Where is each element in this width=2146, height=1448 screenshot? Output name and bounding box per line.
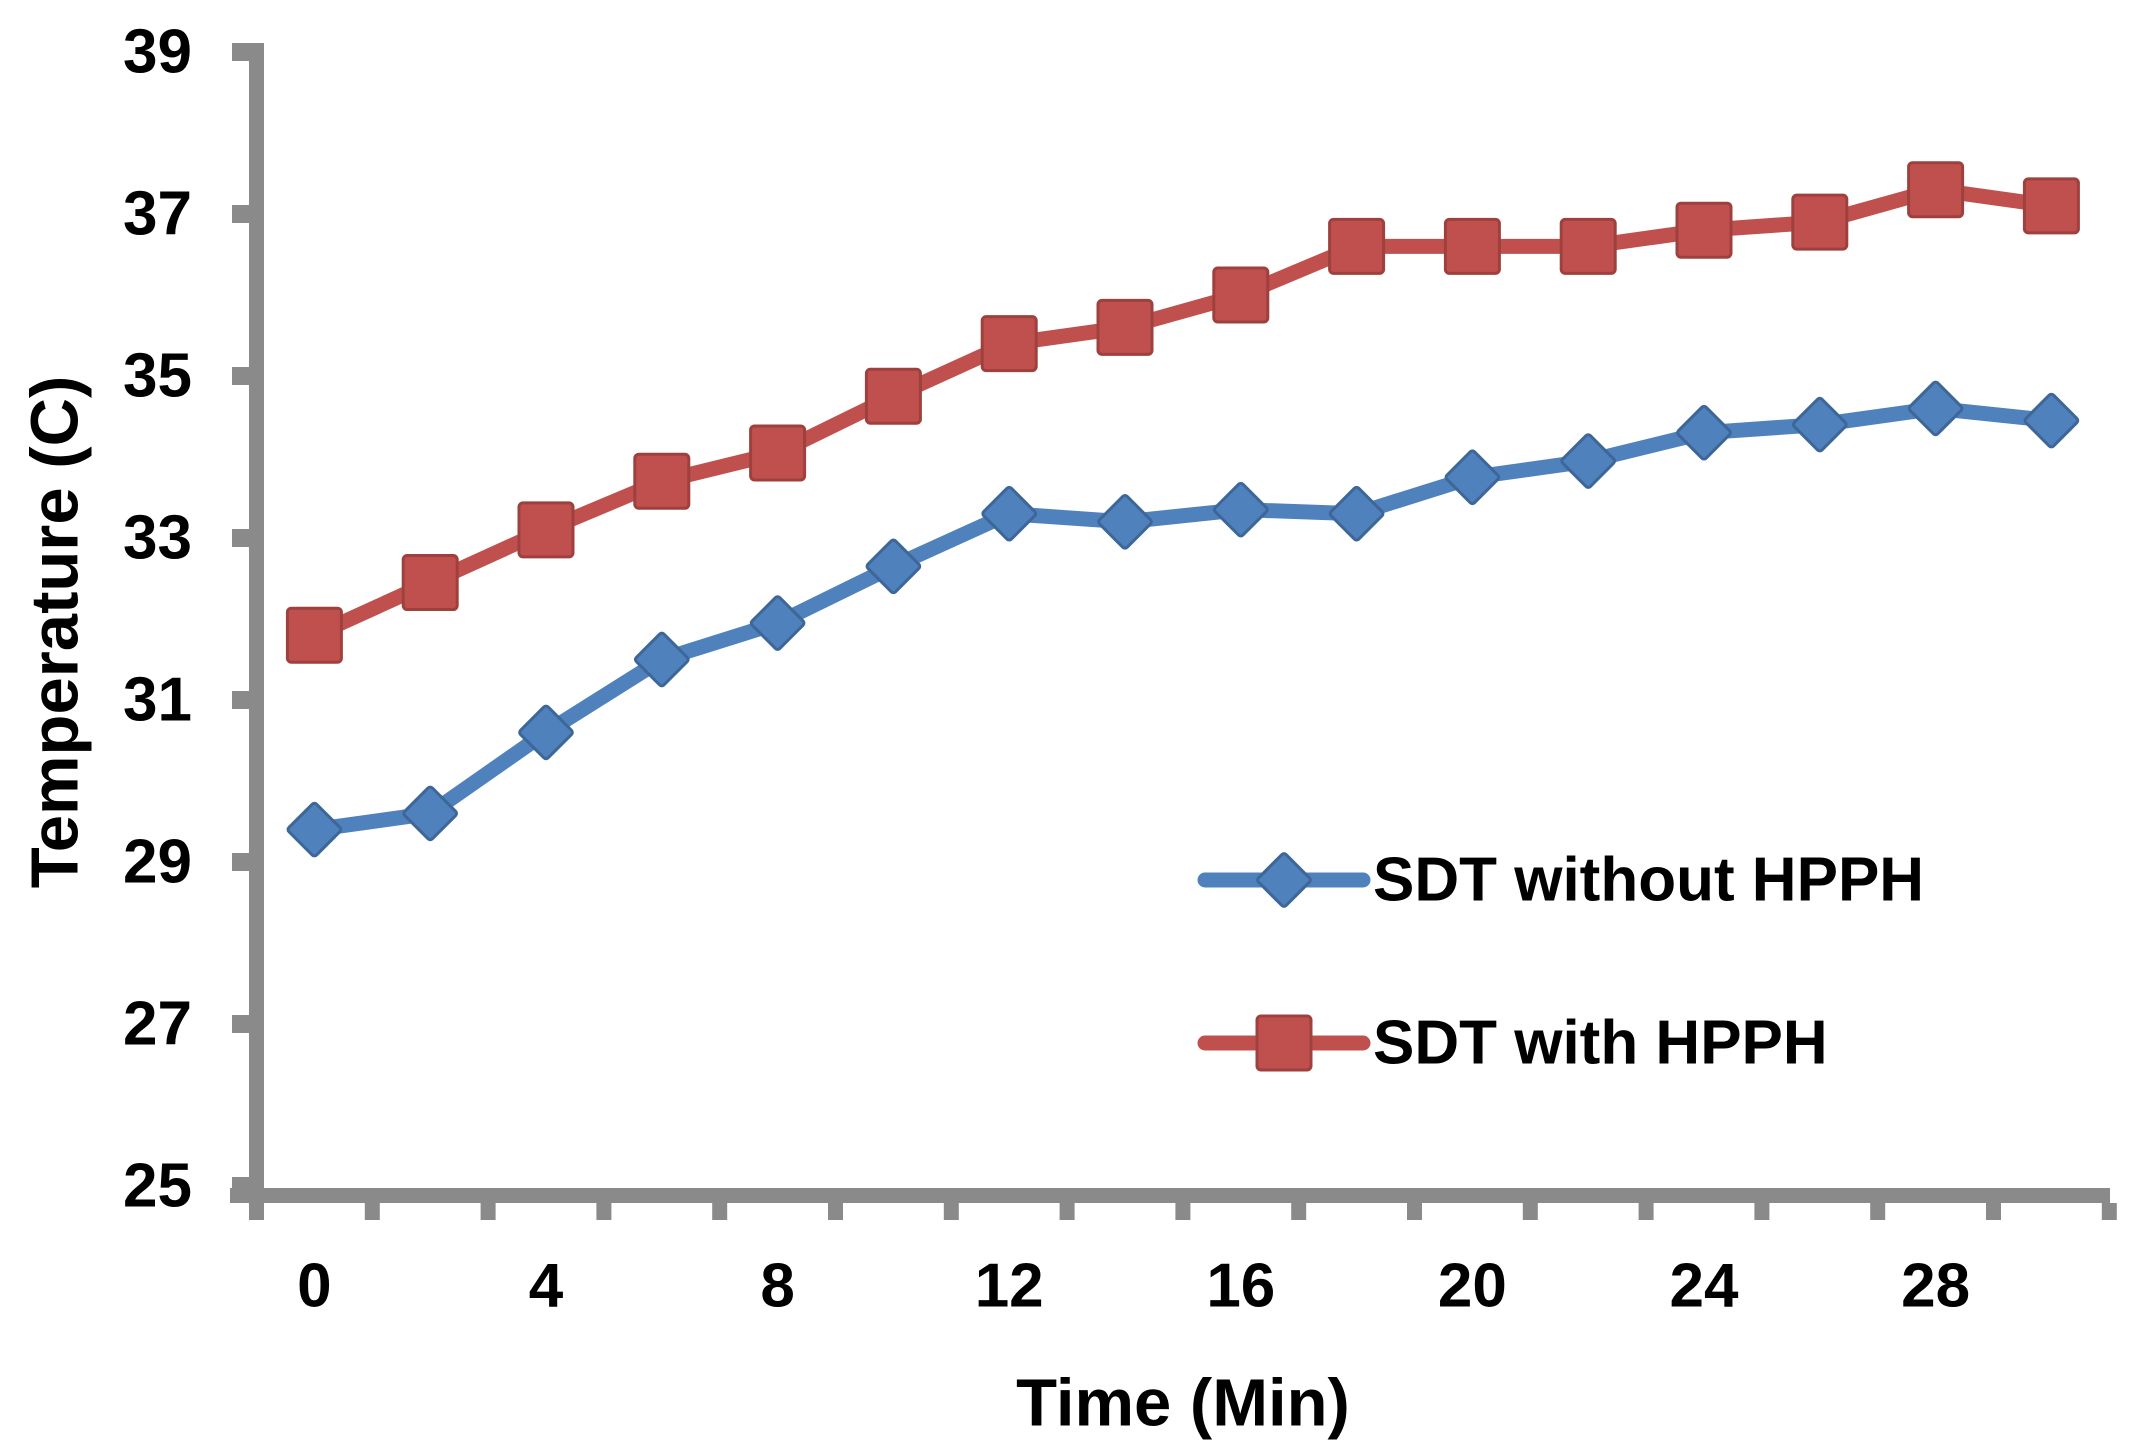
- y-tick-label-35: 35: [123, 342, 192, 411]
- series-sdt-with-hpph-marker: [1559, 217, 1617, 275]
- x-axis-tick: [1407, 1203, 1422, 1220]
- series-sdt-without-hpph-marker: [1676, 404, 1732, 461]
- axes-layer: [230, 43, 2117, 1220]
- legend-swatch-marker: [1256, 852, 1312, 908]
- x-axis-tick: [1291, 1203, 1307, 1220]
- series-sdt-without-hpph-marker: [1907, 380, 1964, 437]
- legend-swatch-marker: [1255, 1014, 1313, 1072]
- x-tick-label-8: 8: [760, 1252, 794, 1321]
- y-tick-label-31: 31: [123, 666, 192, 735]
- series-sdt-without-hpph-marker: [402, 785, 459, 842]
- series-sdt-without-hpph-marker: [1791, 396, 1848, 453]
- x-axis-tick: [249, 1203, 264, 1220]
- x-axis-tick: [2101, 1203, 2117, 1220]
- x-axis-tick: [712, 1203, 728, 1220]
- tick-labels-layer: 25 27 29 31 33 35 37 39 0 4 8 12 16 20 24 28: [123, 18, 1970, 1321]
- series-sdt-without-hpph-marker: [286, 801, 343, 858]
- series-sdt-with-hpph-marker: [1328, 217, 1386, 275]
- series-layer: [285, 161, 2080, 858]
- y-axis-tick: [232, 1015, 249, 1033]
- x-axis-tick: [1870, 1203, 1886, 1220]
- y-axis-tick: [232, 529, 249, 547]
- series-sdt-without-hpph-marker: [749, 595, 806, 651]
- series-sdt-with-hpph-marker: [864, 367, 922, 425]
- x-axis-tick: [828, 1203, 843, 1220]
- y-axis-tick: [232, 43, 249, 61]
- series-sdt-with-hpph-marker: [1675, 201, 1733, 259]
- y-axis-tick: [232, 853, 249, 871]
- series-sdt-with-hpph-marker: [633, 452, 691, 510]
- series-sdt-with-hpph-marker: [517, 501, 575, 559]
- x-tick-label-24: 24: [1670, 1252, 1739, 1321]
- series-sdt-with-hpph-marker: [1212, 266, 1270, 324]
- x-axis-tick: [364, 1203, 380, 1220]
- series-sdt-without-hpph-marker: [633, 631, 690, 688]
- series-sdt-with-hpph-marker: [401, 554, 459, 612]
- y-axis-tick: [232, 691, 249, 709]
- x-axis-tick: [1986, 1203, 2001, 1220]
- series-sdt-with-hpph-marker: [1907, 161, 1965, 219]
- series-sdt-without-hpph: [286, 380, 2080, 858]
- x-axis-tick: [1059, 1203, 1075, 1220]
- x-axis-tick: [1754, 1203, 1770, 1220]
- x-tick-label-20: 20: [1438, 1252, 1507, 1321]
- series-sdt-without-hpph-marker: [518, 704, 574, 761]
- y-tick-label-29: 29: [123, 828, 192, 897]
- series-sdt-without-hpph-marker: [2023, 392, 2080, 449]
- legend-label: SDT with HPPH: [1373, 1009, 1828, 1078]
- series-sdt-without-hpph-marker: [1328, 485, 1385, 542]
- x-tick-label-12: 12: [975, 1252, 1044, 1321]
- series-sdt-with-hpph-marker: [1791, 193, 1849, 251]
- legend-label: SDT without HPPH: [1373, 846, 1924, 915]
- series-sdt-with-hpph-marker: [1443, 217, 1501, 275]
- x-tick-label-28: 28: [1901, 1252, 1970, 1321]
- x-axis-tick: [480, 1203, 496, 1220]
- x-tick-label-4: 4: [529, 1252, 564, 1321]
- series-sdt-without-hpph-marker: [1097, 493, 1153, 550]
- y-tick-label-39: 39: [123, 18, 192, 87]
- series-sdt-with-hpph-marker: [285, 606, 343, 664]
- y-axis-line: [249, 43, 264, 1220]
- series-sdt-with-hpph-marker: [1096, 298, 1154, 356]
- x-axis-tick: [943, 1203, 959, 1220]
- x-tick-label-0: 0: [297, 1252, 331, 1321]
- y-axis-tick: [232, 205, 249, 223]
- x-axis-tick: [1522, 1203, 1538, 1220]
- series-sdt-with-hpph-line: [306, 182, 2059, 643]
- series-sdt-with-hpph-marker: [2022, 177, 2080, 235]
- y-tick-label-25: 25: [123, 1152, 192, 1221]
- x-axis-tick: [1175, 1203, 1191, 1220]
- x-axis-tick: [596, 1203, 612, 1220]
- series-sdt-without-hpph-marker: [865, 538, 922, 595]
- legend-item-sdt-with-hpph: SDT with HPPH: [1197, 1009, 1828, 1078]
- series-sdt-with-hpph-marker: [980, 315, 1038, 373]
- series-sdt-with-hpph: [285, 161, 2080, 664]
- y-axis-tick: [232, 367, 249, 385]
- series-sdt-without-hpph-marker: [1212, 481, 1269, 538]
- y-tick-label-37: 37: [123, 180, 192, 249]
- series-sdt-without-hpph-marker: [1444, 449, 1501, 506]
- x-axis-tick: [1638, 1203, 1654, 1220]
- series-sdt-without-hpph-line: [306, 400, 2059, 838]
- series-sdt-without-hpph-marker: [981, 485, 1038, 542]
- legend-item-sdt-without-hpph: SDT without HPPH: [1197, 846, 1924, 915]
- legend: SDT without HPPH SDT with HPPH: [1197, 846, 1924, 1078]
- series-sdt-without-hpph-marker: [1560, 433, 1617, 489]
- x-tick-label-16: 16: [1206, 1252, 1275, 1321]
- x-axis-title: Time (Min): [1016, 1366, 1350, 1441]
- series-sdt-with-hpph-marker: [749, 424, 807, 482]
- x-axis-line: [230, 1188, 2110, 1203]
- y-tick-label-33: 33: [123, 504, 192, 573]
- y-axis-title: Temperature (C): [18, 376, 93, 889]
- y-tick-label-27: 27: [123, 990, 192, 1059]
